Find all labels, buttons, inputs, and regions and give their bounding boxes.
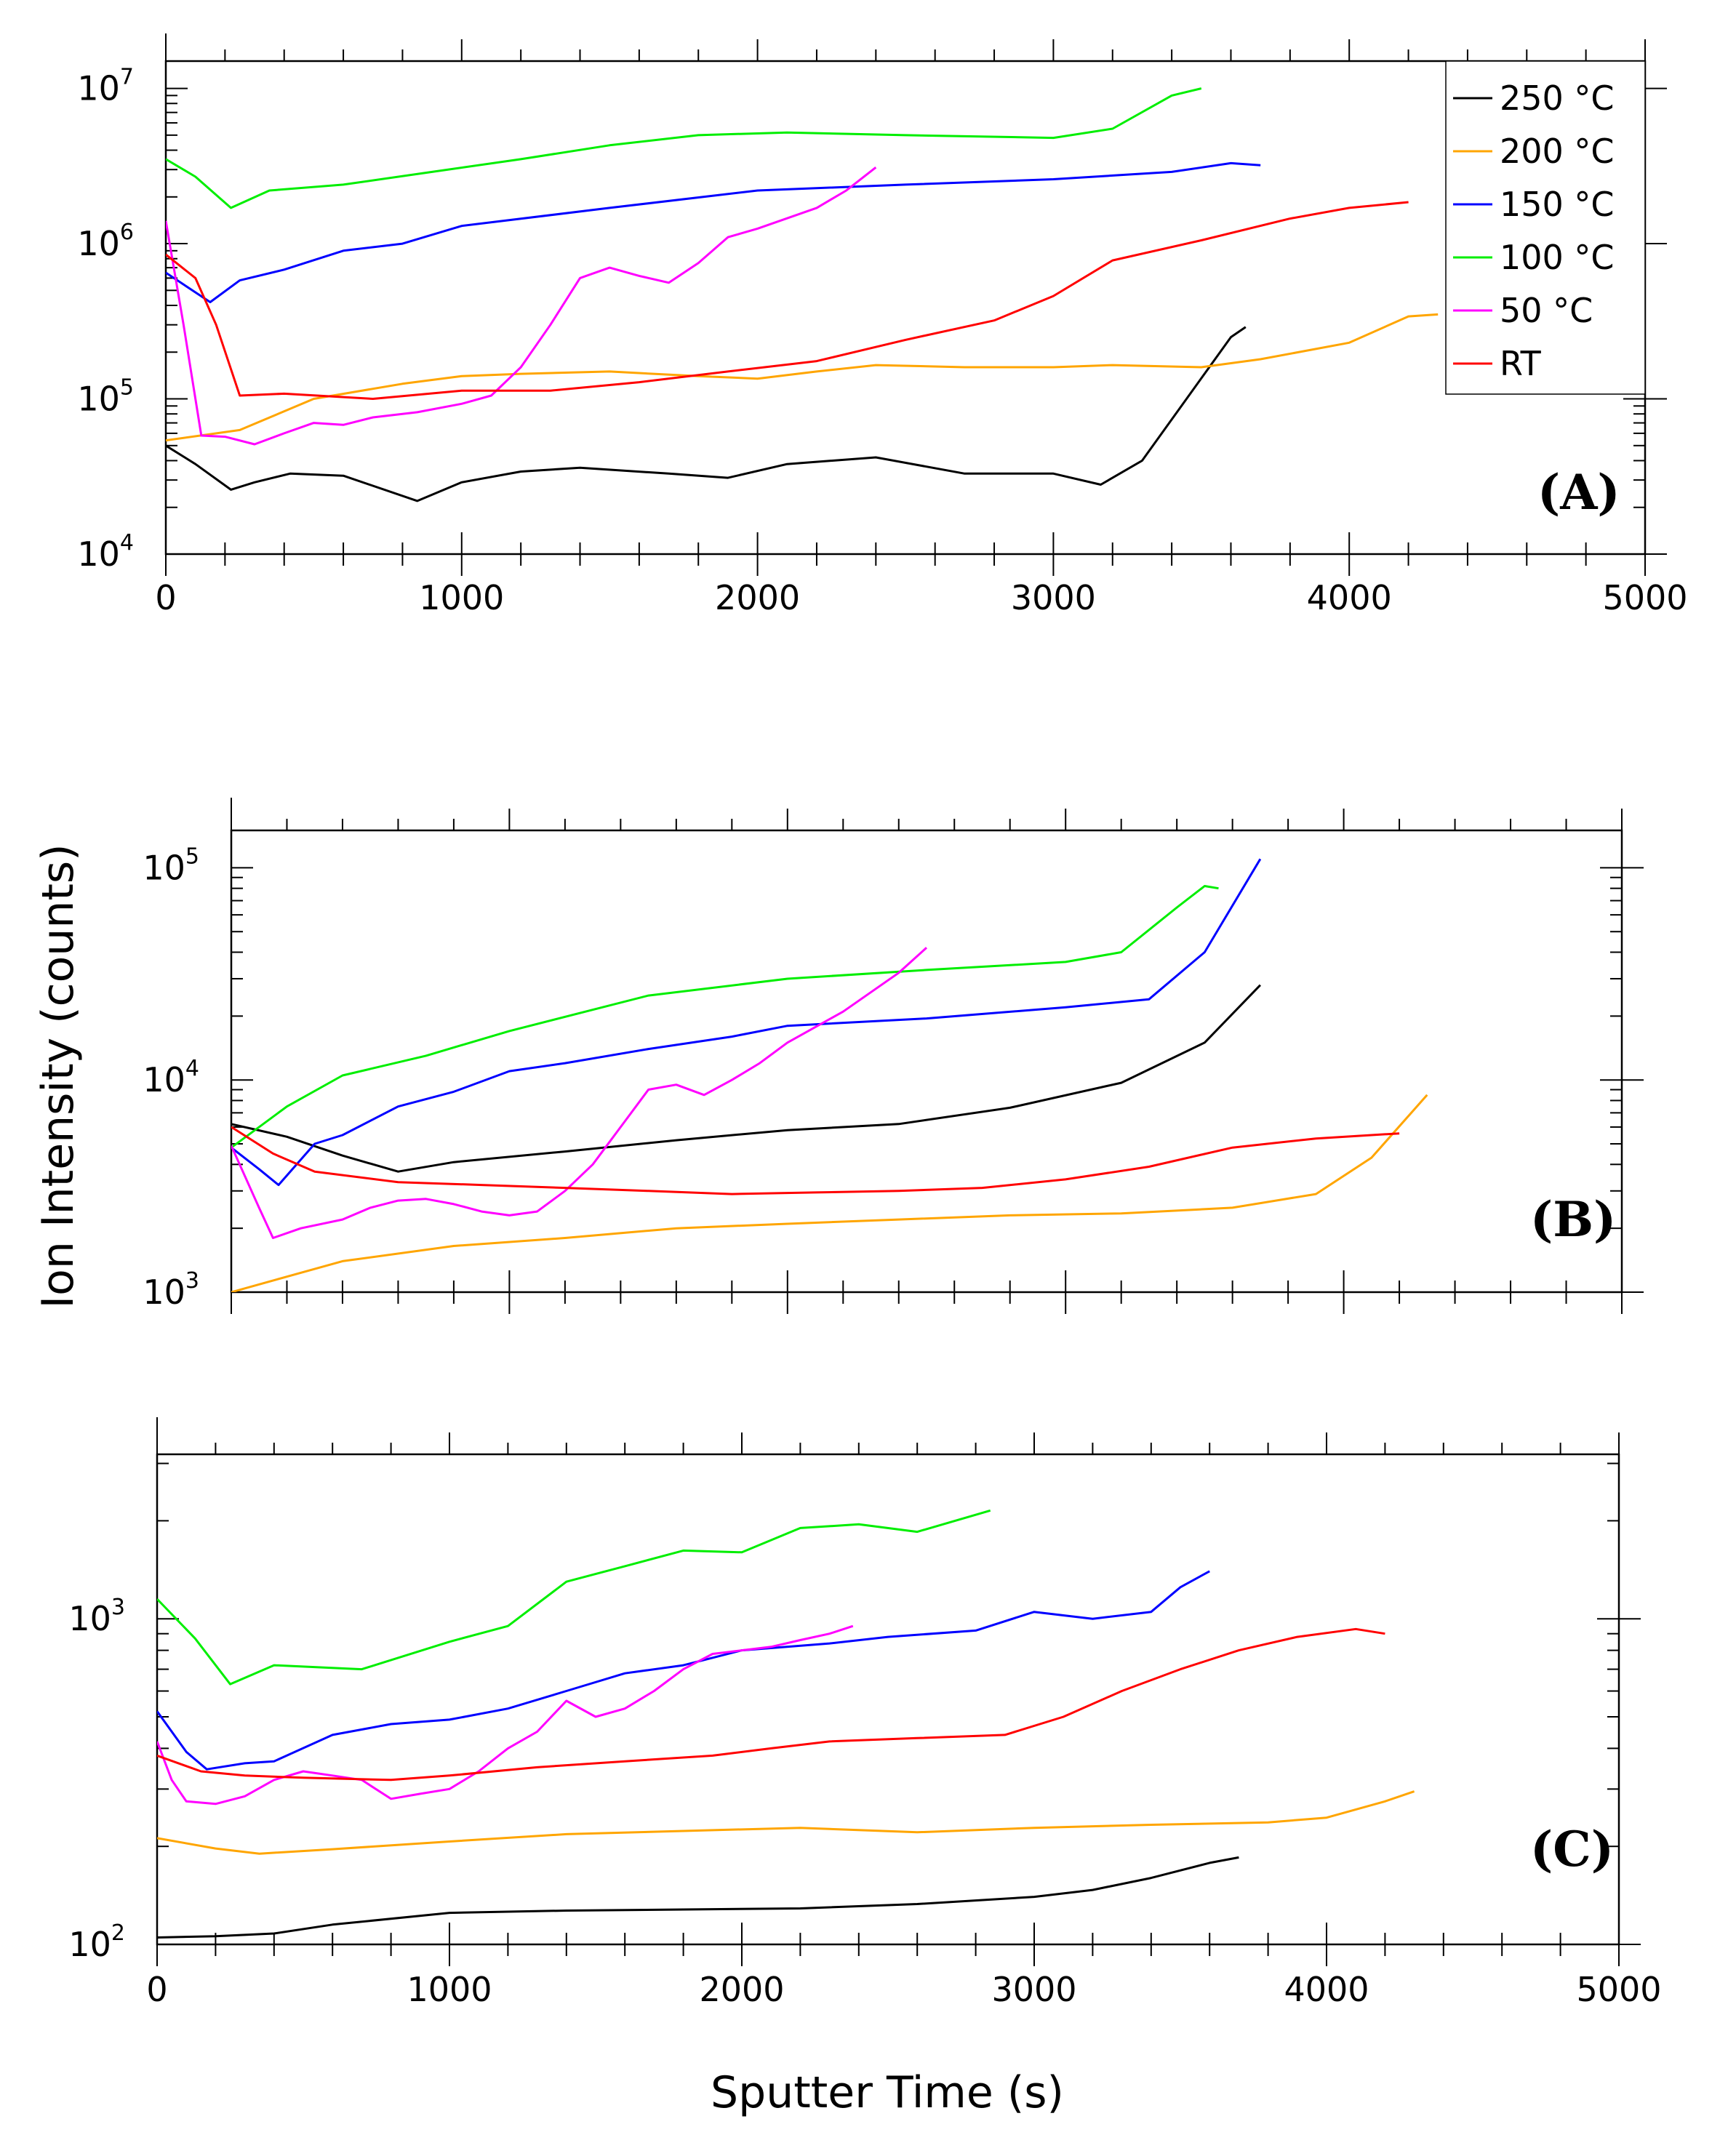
legend-entry: 250 °C <box>1500 79 1615 118</box>
y-tick-label: 104 <box>77 530 134 574</box>
x-tick-label: 5000 <box>1602 578 1687 617</box>
legend-entry: 50 °C <box>1500 291 1593 330</box>
x-tick-label: 0 <box>146 1970 167 2009</box>
legend-entry: RT <box>1500 344 1542 383</box>
series-line-200-c <box>166 313 1439 442</box>
series-line-50-c <box>231 947 928 1239</box>
legend-entry: 150 °C <box>1500 185 1615 224</box>
panel-a: 104 105 106 107 0 1000 2000 3000 4000 5000 (A) 250 … <box>77 33 1688 617</box>
y-tick-label: 107 <box>77 65 134 108</box>
series-line-150-c <box>166 161 1261 303</box>
y-tick-label: 105 <box>143 843 199 887</box>
series-line-150-c <box>231 858 1262 1187</box>
x-tick-label: 4000 <box>1284 1970 1369 2009</box>
axis-titles: Ion Intensity (counts) Sputter Time (s) <box>33 843 1064 2118</box>
series-line-150-c <box>157 1570 1210 1771</box>
panel-b: 103 104 105 (B) <box>143 798 1644 1314</box>
panel-label: (B) <box>1530 1191 1616 1248</box>
series-line-200-c <box>231 1094 1428 1292</box>
plot-frame <box>156 1453 1620 1946</box>
series-line-200-c <box>157 1790 1415 1855</box>
x-tick-label: 4000 <box>1307 578 1392 617</box>
panel-c: 102 103 0 1000 2000 3000 4000 5000 (C) <box>68 1417 1662 2009</box>
x-tick-label: 2000 <box>699 1970 784 2009</box>
series-line-rt <box>231 1126 1400 1195</box>
series-line-100-c <box>231 885 1219 1149</box>
series-line-rt <box>157 1627 1385 1782</box>
x-tick-label: 3000 <box>1011 578 1096 617</box>
y-axis-title: Ion Intensity (counts) <box>33 843 84 1308</box>
series-line-250-c <box>157 1856 1239 1939</box>
legend-entry: 200 °C <box>1500 132 1615 171</box>
y-tick-label: 105 <box>77 375 134 419</box>
y-tick-label: 103 <box>68 1595 125 1638</box>
y-tick-label: 102 <box>68 1920 125 1964</box>
y-tick-label: 104 <box>143 1056 199 1099</box>
series-line-250-c <box>166 326 1247 502</box>
y-tick-label: 106 <box>77 220 134 263</box>
x-tick-label: 1000 <box>407 1970 492 2009</box>
legend: 250 °C 200 °C 150 °C 100 °C 50 °C RT <box>1445 60 1646 395</box>
panel-label: (A) <box>1537 464 1620 521</box>
panel-label: (C) <box>1530 1821 1614 1878</box>
x-tick-label: 1000 <box>419 578 504 617</box>
x-axis-title: Sputter Time (s) <box>711 2067 1064 2118</box>
y-tick-label: 103 <box>143 1268 199 1312</box>
x-tick-label: 2000 <box>715 578 800 617</box>
legend-entry: 100 °C <box>1500 238 1615 277</box>
series-line-100-c <box>166 87 1202 209</box>
series-line-50-c <box>157 1624 854 1806</box>
series-line-100-c <box>157 1509 991 1686</box>
x-tick-label: 0 <box>155 578 176 617</box>
x-tick-label: 3000 <box>991 1970 1076 2009</box>
series-line-250-c <box>231 984 1261 1173</box>
series-line-50-c <box>166 167 877 446</box>
series-line-rt <box>166 201 1409 400</box>
plot-frame <box>230 829 1623 1294</box>
x-tick-label: 5000 <box>1576 1970 1661 2009</box>
